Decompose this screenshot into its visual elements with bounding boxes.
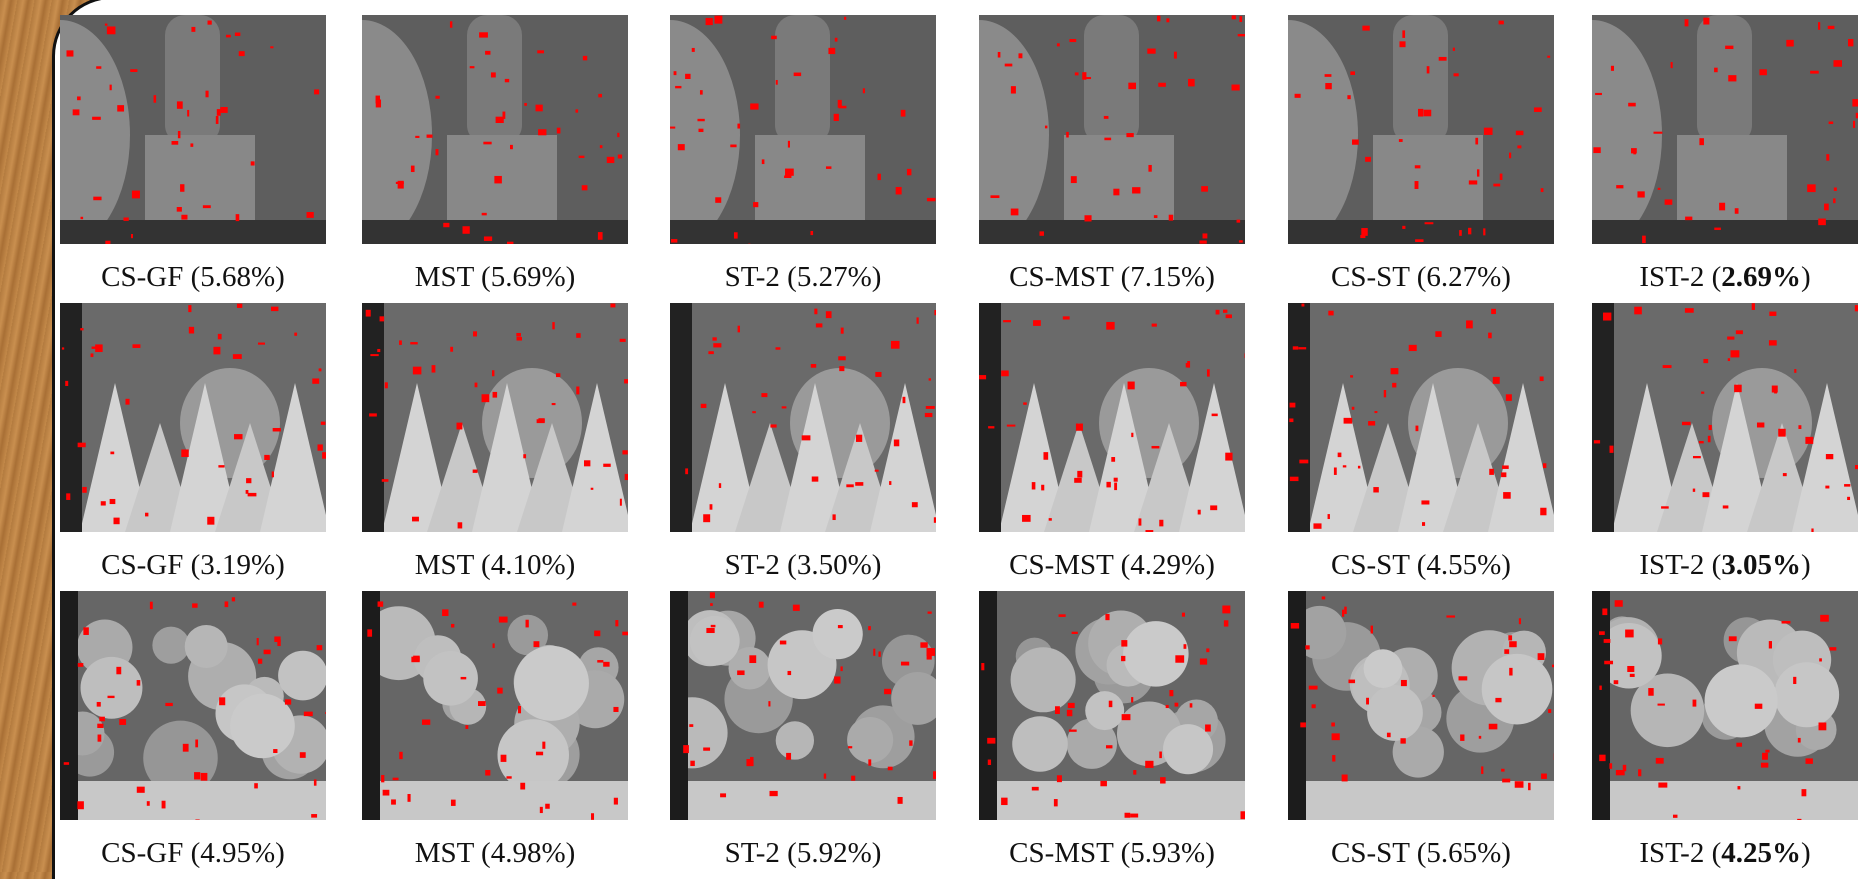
result-cell: MST (4.10%) [362, 303, 628, 582]
result-cell: IST-2 (4.25%) [1592, 591, 1858, 870]
caption: MST (4.10%) [362, 549, 628, 582]
caption-text: ) [1801, 549, 1811, 581]
best-score: 2.69% [1721, 261, 1801, 293]
caption: MST (4.98%) [362, 837, 628, 870]
caption-text: CS-ST (6.27%) [1331, 261, 1511, 293]
result-cell: CS-MST (7.15%) [979, 15, 1245, 294]
depth-map [1288, 15, 1554, 244]
page: (() => { const data = JSON.parse(documen… [0, 0, 1865, 872]
result-cell: IST-2 (3.05%) [1592, 303, 1858, 582]
caption-text: ST-2 (5.92%) [725, 837, 882, 869]
caption: ST-2 (3.50%) [670, 549, 936, 582]
result-cell: CS-GF (3.19%) [60, 303, 326, 582]
disparity-image [60, 591, 326, 820]
caption: CS-ST (4.55%) [1288, 549, 1554, 582]
caption-text: IST-2 ( [1639, 261, 1721, 293]
caption-text: IST-2 ( [1639, 837, 1721, 869]
disparity-image [1288, 303, 1554, 532]
result-cell: CS-GF (4.95%) [60, 591, 326, 870]
caption: CS-GF (5.68%) [60, 261, 326, 294]
result-cell: ST-2 (3.50%) [670, 303, 936, 582]
caption-text: MST (5.69%) [415, 261, 576, 293]
result-cell: MST (5.69%) [362, 15, 628, 294]
result-cell: CS-MST (5.93%) [979, 591, 1245, 870]
caption-text: CS-MST (4.29%) [1009, 549, 1215, 581]
caption-text: CS-GF (5.68%) [101, 261, 285, 293]
caption: IST-2 (2.69%) [1592, 261, 1858, 294]
depth-map [670, 15, 936, 244]
caption: IST-2 (4.25%) [1592, 837, 1858, 870]
depth-map [362, 303, 628, 532]
disparity-image [362, 15, 628, 244]
caption-text: CS-GF (4.95%) [101, 837, 285, 869]
disparity-image [1288, 15, 1554, 244]
caption-text: CS-ST (5.65%) [1331, 837, 1511, 869]
caption-text: ) [1801, 261, 1811, 293]
caption-text: ST-2 (3.50%) [725, 549, 882, 581]
disparity-image [670, 303, 936, 532]
caption: ST-2 (5.27%) [670, 261, 936, 294]
caption-text: ST-2 (5.27%) [725, 261, 882, 293]
result-cell: CS-ST (4.55%) [1288, 303, 1554, 582]
caption: CS-ST (6.27%) [1288, 261, 1554, 294]
result-cell: CS-ST (5.65%) [1288, 591, 1554, 870]
best-score: 4.25% [1721, 837, 1801, 869]
result-cell: MST (4.98%) [362, 591, 628, 870]
caption: CS-ST (5.65%) [1288, 837, 1554, 870]
disparity-image [1592, 591, 1858, 820]
disparity-image [979, 15, 1245, 244]
result-cell: ST-2 (5.27%) [670, 15, 936, 294]
caption-text: CS-MST (7.15%) [1009, 261, 1215, 293]
caption: ST-2 (5.92%) [670, 837, 936, 870]
disparity-image [362, 303, 628, 532]
result-cell: CS-MST (4.29%) [979, 303, 1245, 582]
depth-map [1592, 303, 1858, 532]
depth-map [670, 303, 936, 532]
caption-text: MST (4.10%) [415, 549, 576, 581]
disparity-image [60, 303, 326, 532]
caption-text: ) [1801, 837, 1811, 869]
depth-map [1592, 591, 1858, 820]
caption: CS-MST (4.29%) [979, 549, 1245, 582]
disparity-image [1592, 303, 1858, 532]
disparity-image [979, 303, 1245, 532]
depth-map [1592, 15, 1858, 244]
depth-map [979, 15, 1245, 244]
depth-map [60, 591, 326, 820]
disparity-image [1592, 15, 1858, 244]
caption-text: CS-ST (4.55%) [1331, 549, 1511, 581]
result-cell: CS-ST (6.27%) [1288, 15, 1554, 294]
disparity-image [670, 15, 936, 244]
result-cell: CS-GF (5.68%) [60, 15, 326, 294]
caption: CS-MST (7.15%) [979, 261, 1245, 294]
depth-map [979, 303, 1245, 532]
caption-text: MST (4.98%) [415, 837, 576, 869]
depth-map [670, 591, 936, 820]
caption: CS-MST (5.93%) [979, 837, 1245, 870]
best-score: 3.05% [1721, 549, 1801, 581]
depth-map [362, 15, 628, 244]
caption: CS-GF (3.19%) [60, 549, 326, 582]
disparity-image [60, 15, 326, 244]
depth-map [979, 591, 1245, 820]
result-cell: IST-2 (2.69%) [1592, 15, 1858, 294]
caption: CS-GF (4.95%) [60, 837, 326, 870]
depth-map [1288, 591, 1554, 820]
depth-map [60, 15, 326, 244]
depth-map [1288, 303, 1554, 532]
depth-map [362, 591, 628, 820]
caption: IST-2 (3.05%) [1592, 549, 1858, 582]
caption-text: CS-MST (5.93%) [1009, 837, 1215, 869]
disparity-image [1288, 591, 1554, 820]
disparity-image [670, 591, 936, 820]
depth-map [60, 303, 326, 532]
caption-text: IST-2 ( [1639, 549, 1721, 581]
caption: MST (5.69%) [362, 261, 628, 294]
result-cell: ST-2 (5.92%) [670, 591, 936, 870]
caption-text: CS-GF (3.19%) [101, 549, 285, 581]
disparity-image [362, 591, 628, 820]
disparity-image [979, 591, 1245, 820]
